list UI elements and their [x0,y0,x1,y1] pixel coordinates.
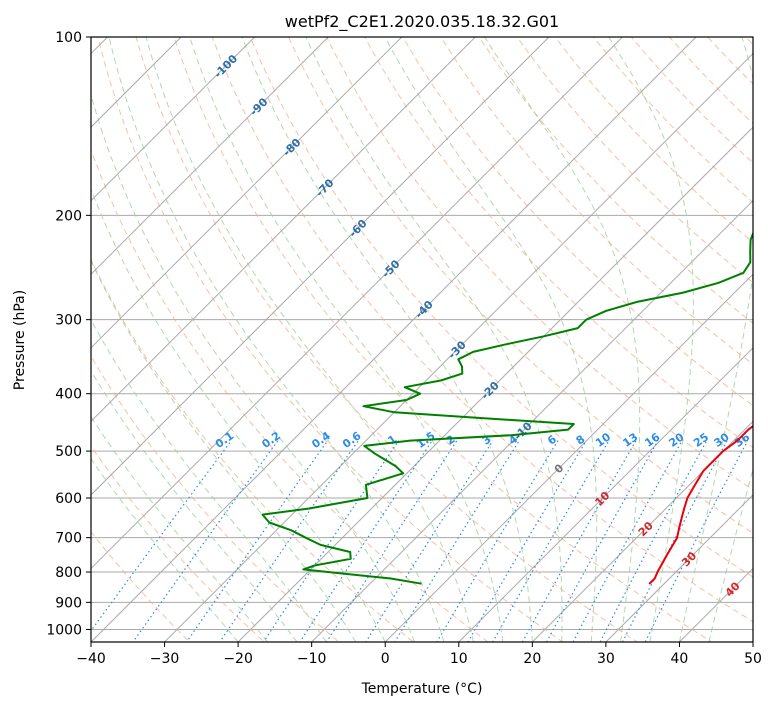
moist-adiabat-line [384,37,598,642]
isotherm-line [384,273,753,642]
x-axis: −40 −30 −20 −10 0 10 20 30 40 50 [76,642,762,667]
x-tick-label: 50 [744,651,762,667]
isotherm-line [91,37,329,275]
y-tick-label: 400 [55,387,82,403]
x-tick-label: 40 [671,651,689,667]
x-tick-label: 10 [450,651,468,667]
dewpoint-profile-line [261,230,753,585]
moist-adiabat-line [484,37,641,642]
isotherm-line [91,37,476,423]
plot-frame [90,36,754,643]
dry-adiabat-line [91,258,415,642]
dry-adiabat-line [516,37,753,284]
isotherm-line [164,52,753,642]
x-tick-label: 0 [381,651,390,667]
moist-adiabat-line [305,37,563,642]
y-tick-label: 300 [55,313,82,329]
moist-adiabat-line [91,457,239,642]
plot-area [91,37,753,642]
background-lines [91,37,753,642]
moist-adiabat-line [91,318,327,642]
temperature-profile-line [648,424,753,585]
profile-lines [261,230,753,585]
moist-adiabat-line [241,37,533,642]
dry-adiabat-line [91,355,340,642]
moist-adiabat-line [608,37,694,642]
x-axis-label: Temperature (°C) [361,681,483,697]
x-tick-label: 20 [523,651,541,667]
moist-adiabat-line [145,37,474,642]
x-tick-label: −40 [76,651,106,667]
dry-adiabat-line [364,37,753,449]
mixing-ratio-line [365,440,494,642]
mixing-ratio-line [132,440,279,642]
y-tick-label: 500 [55,444,82,460]
moist-adiabat-line [91,415,268,642]
moist-adiabat-line [678,37,753,642]
y-tick-label: 100 [55,30,82,46]
mixing-ratio-line [436,440,559,642]
dry-adiabat-line [402,37,753,407]
dry-adiabat-line [211,37,753,623]
isotherm-line [531,420,753,642]
dry-adiabat-line [91,445,265,642]
dry-adiabat-line [325,37,753,491]
x-tick-label: −20 [223,651,253,667]
isotherm-line [91,37,403,349]
moist-adiabat-line [108,37,445,642]
moist-adiabat-line [91,188,386,642]
y-tick-label: 800 [55,565,82,581]
y-tick-label: 200 [55,208,82,224]
mixing-ratio-line [572,440,683,642]
isotherm-line [91,37,623,570]
isotherm-line [311,199,753,642]
mixing-ratio-line [91,440,232,632]
y-tick-label: 900 [55,595,82,611]
dry-adiabat-line [97,37,564,642]
mixing-ratio-line [325,440,458,642]
moist-adiabat-line [91,369,298,642]
y-tick-label: 700 [55,531,82,547]
dry-adiabat-line [173,37,713,642]
y-tick-label: 1000 [46,622,82,638]
y-axis: 100 200 300 400 500 600 700 800 900 1000 [46,30,91,638]
mixing-ratio-line [599,440,708,642]
mixing-ratio-line [644,440,749,642]
moist-adiabat-line [189,37,504,642]
isotherm-line [605,494,753,642]
x-tick-label: −10 [297,651,327,667]
isotherm-line [91,37,697,642]
y-tick-label: 600 [55,491,82,507]
dry-adiabat-line [91,148,489,642]
mixing-ratio-line [394,440,520,642]
dry-adiabat-line [91,531,191,642]
moist-adiabat-line [91,259,357,642]
mixing-ratio-line [299,440,433,642]
chart-title: wetPf2_C2E1.2020.035.18.32.G01 [285,12,559,32]
y-axis-label: Pressure (hPa) [12,290,28,390]
isotherm-line [458,347,753,642]
x-tick-label: −30 [150,651,180,667]
isotherm-line [91,37,256,202]
dry-adiabat-line [135,37,639,642]
x-tick-label: 30 [597,651,615,667]
moist-adiabat-line [708,467,753,642]
mixing-ratio-line [185,440,329,642]
isotherm-line [91,37,550,496]
dry-adiabat-line [249,37,753,578]
isotherm-line [237,126,753,642]
